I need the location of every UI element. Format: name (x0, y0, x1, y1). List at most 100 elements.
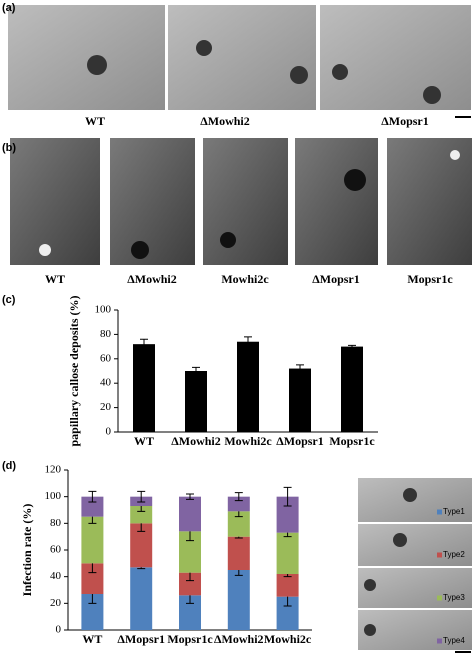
bar-segment (227, 536, 250, 570)
x-tick-label: Mowhi2c (264, 632, 312, 646)
image (358, 524, 472, 566)
legend-label: Type4 (443, 636, 465, 645)
bar (341, 346, 363, 432)
bar-segment (179, 531, 201, 573)
bar-segment (179, 572, 201, 596)
bar (237, 341, 259, 432)
spore (393, 533, 407, 547)
panel-label: (c) (2, 294, 16, 306)
y-tick-label: 40 (50, 570, 62, 582)
y-tick-label: 0 (56, 624, 62, 636)
bar-segment (81, 496, 104, 517)
y-tick-label: 80 (100, 328, 112, 340)
bar (133, 344, 155, 432)
legend-label: Type3 (443, 593, 465, 602)
bar-segment (227, 496, 250, 512)
bar-segment (276, 532, 299, 574)
bar-segment (81, 516, 104, 564)
x-tick-label: ΔMopsr1 (117, 632, 165, 646)
image-caption: ΔMowhi2 (200, 114, 250, 128)
legend-label: Type1 (443, 507, 465, 516)
spot (131, 241, 149, 259)
bar (185, 371, 207, 432)
y-tick-label: 100 (45, 490, 62, 502)
x-tick-label: Mowhi2c (224, 434, 272, 448)
image-caption: Mowhi2c (221, 272, 269, 286)
spore (87, 55, 107, 75)
y-tick-label: 20 (100, 401, 112, 413)
image (110, 138, 195, 265)
image (387, 138, 472, 265)
x-tick-label: Mopsr1c (329, 434, 375, 448)
y-tick-label: 40 (100, 377, 112, 389)
spore (364, 579, 376, 591)
image (320, 5, 471, 110)
image (10, 138, 100, 265)
legend-swatch (437, 509, 442, 515)
image-caption: ΔMowhi2 (127, 272, 177, 286)
y-tick-label: 60 (100, 352, 112, 364)
bar-segment (81, 594, 104, 630)
image (8, 5, 165, 110)
x-tick-label: ΔMopsr1 (276, 434, 324, 448)
bar-segment (227, 511, 250, 537)
spore (364, 624, 376, 636)
bar-segment (130, 523, 153, 568)
bar-segment (227, 570, 250, 630)
x-tick-label: Mopsr1c (167, 632, 213, 646)
panel-label: (a) (2, 2, 16, 14)
y-axis-label: Infection rate (%) (20, 504, 34, 597)
panel-label: (d) (2, 460, 16, 472)
legend-swatch (437, 638, 442, 644)
bar-segment (276, 496, 299, 533)
image-caption: ΔMopsr1 (381, 114, 429, 128)
y-tick-label: 0 (106, 426, 112, 438)
bar-segment (276, 574, 299, 597)
x-tick-label: ΔMowhi2 (171, 434, 221, 448)
x-tick-label: ΔMowhi2 (214, 632, 264, 646)
spore (423, 86, 441, 104)
error-bar (234, 492, 243, 502)
bar-segment (179, 496, 201, 532)
error-bar (137, 490, 146, 503)
image (358, 568, 472, 608)
bar-segment (81, 563, 104, 594)
bar-segment (276, 596, 299, 630)
image-caption: Mopsr1c (407, 272, 453, 286)
micrographs (8, 5, 472, 653)
error-bar (186, 493, 194, 500)
spore (403, 488, 417, 502)
bar (289, 368, 311, 432)
image (203, 138, 288, 265)
y-tick-label: 80 (50, 517, 62, 529)
error-bar (283, 486, 292, 507)
y-tick-label: 20 (50, 597, 62, 609)
x-tick-label: WT (82, 632, 102, 646)
spore (196, 40, 212, 56)
x-tick-label: WT (134, 434, 154, 448)
spore (332, 64, 348, 80)
image (295, 138, 378, 265)
image-caption: ΔMopsr1 (312, 272, 360, 286)
image-caption: WT (85, 114, 105, 128)
spore (290, 66, 308, 84)
spot (344, 169, 366, 191)
error-bar (88, 490, 97, 503)
y-tick-label: 120 (45, 464, 62, 476)
bar-segment (179, 595, 201, 630)
bar-segment (130, 506, 153, 524)
image (358, 610, 472, 650)
y-tick-label: 60 (50, 544, 62, 556)
y-tick-label: 100 (95, 304, 112, 316)
spot (39, 244, 51, 256)
bar-segment (130, 567, 153, 630)
y-axis-label: papillary callose deposits (%) (67, 295, 81, 446)
spot (450, 150, 460, 160)
image (168, 5, 316, 110)
legend-label: Type2 (443, 550, 465, 559)
image (358, 478, 472, 522)
legend-swatch (437, 552, 442, 558)
image-caption: WT (45, 272, 65, 286)
legend-swatch (437, 595, 442, 601)
